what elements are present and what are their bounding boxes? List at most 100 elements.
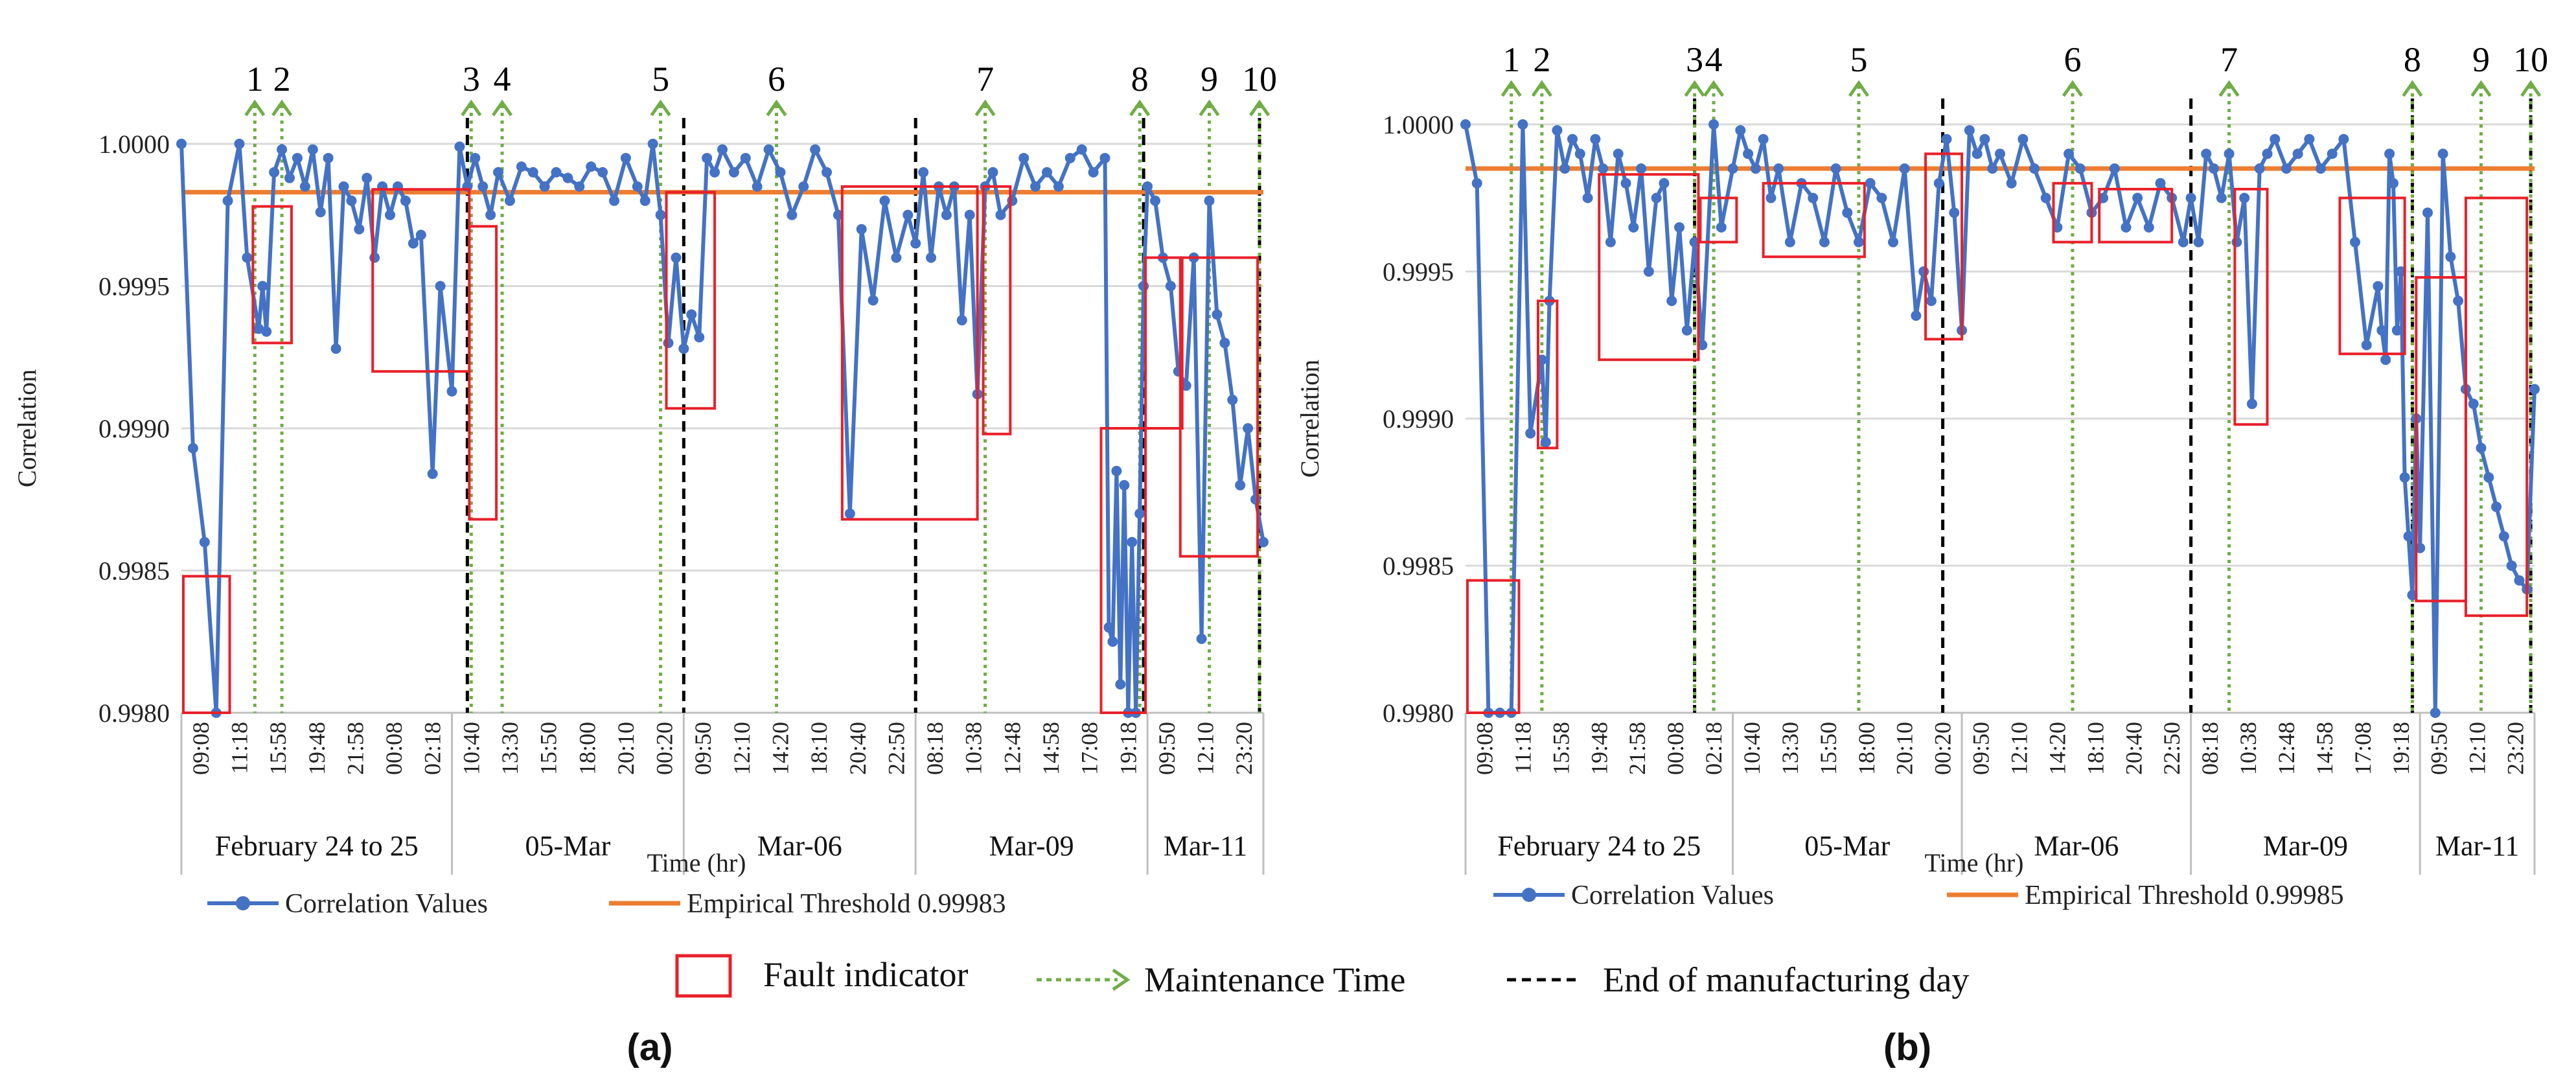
correlation-point — [1235, 479, 1246, 491]
correlation-point — [2380, 354, 2391, 365]
correlation-point — [2437, 148, 2448, 159]
correlation-point — [844, 508, 855, 519]
maintenance-number: 9 — [1201, 60, 1218, 98]
fault-indicator-box — [1536, 299, 1559, 450]
correlation-point — [2262, 148, 2273, 159]
correlation-point — [485, 209, 496, 220]
x-tick-label: 12:48 — [2273, 722, 2299, 775]
maintenance-number: 5 — [1850, 40, 1867, 79]
correlation-point — [1243, 423, 1254, 433]
correlation-point — [1819, 237, 1830, 248]
maintenance-number: 2 — [273, 60, 291, 98]
group-label: February 24 to 25 — [215, 830, 419, 862]
correlation-point — [2246, 399, 2257, 410]
correlation-point — [798, 181, 809, 192]
x-tick-label: 02:18 — [1701, 722, 1727, 775]
correlation-point — [891, 252, 902, 263]
correlation-point — [987, 167, 998, 178]
correlation-point — [2506, 560, 2517, 571]
x-tick-label: 17:08 — [2350, 722, 2376, 775]
correlation-point — [2514, 575, 2525, 586]
correlation-point — [586, 161, 597, 172]
correlation-point — [620, 152, 631, 163]
correlation-point — [1784, 237, 1795, 248]
correlation-point — [1674, 222, 1685, 233]
x-tick-label: 08:18 — [922, 722, 948, 775]
correlation-point — [1605, 237, 1616, 248]
correlation-point — [1111, 465, 1122, 476]
correlation-point — [1212, 309, 1223, 320]
correlation-point — [2216, 192, 2227, 203]
correlation-point — [717, 144, 728, 155]
x-tick-label: 00:20 — [1930, 722, 1956, 775]
fault-indicator-box — [982, 185, 1012, 435]
legend-threshold-label: Empirical Threshold 0.99985 — [2025, 881, 2344, 910]
maintenance-number: 4 — [494, 60, 511, 98]
legend-maintenance-label: Maintenance Time — [1144, 960, 1405, 999]
correlation-point — [1103, 622, 1114, 633]
x-tick-label: 14:58 — [2312, 722, 2338, 775]
correlation-point — [493, 167, 504, 178]
correlation-point — [2143, 222, 2154, 233]
maintenance-arrow-icon — [1112, 968, 1131, 991]
x-tick-label: 14:58 — [1038, 722, 1064, 775]
correlation-point — [1559, 163, 1570, 174]
correlation-point — [1598, 163, 1609, 174]
legend-correlation-label: Correlation Values — [285, 889, 488, 919]
correlation-point — [1972, 148, 1983, 159]
maintenance-number: 8 — [1131, 60, 1149, 98]
correlation-point — [740, 152, 751, 163]
x-tick-label: 12:10 — [1193, 722, 1219, 775]
x-axis-label: Time (hr) — [1925, 848, 2024, 877]
correlation-point — [2231, 237, 2242, 248]
correlation-point — [408, 238, 419, 249]
x-tick-label: 19:48 — [1586, 722, 1612, 775]
y-tick-label: 0.9995 — [1383, 257, 1454, 286]
correlation-point — [2006, 178, 2017, 189]
y-tick-label: 0.9980 — [98, 699, 170, 728]
x-tick-label: 09:50 — [2426, 722, 2452, 775]
correlation-point — [400, 195, 411, 206]
x-tick-label: 08:18 — [2197, 722, 2223, 775]
correlation-point — [539, 181, 550, 192]
maintenance-arrowhead-icon — [2520, 80, 2542, 97]
correlation-point — [1666, 295, 1677, 306]
correlation-point — [2316, 163, 2326, 174]
maintenance-number: 5 — [652, 60, 669, 98]
correlation-point — [787, 209, 798, 220]
correlation-point — [655, 209, 666, 220]
maintenance-arrowhead-icon — [1199, 99, 1220, 117]
maintenance-number: 1 — [1502, 40, 1520, 79]
correlation-point — [956, 315, 967, 326]
correlation-point — [2403, 531, 2414, 542]
correlation-point — [1926, 295, 1937, 306]
maintenance-number: 6 — [768, 60, 785, 98]
correlation-point — [763, 144, 774, 155]
maintenance-number: 4 — [1705, 40, 1723, 79]
correlation-point — [1574, 148, 1585, 159]
correlation-point — [2292, 148, 2303, 159]
maintenance-arrowhead-icon — [1684, 80, 1705, 97]
correlation-point — [2430, 708, 2441, 718]
correlation-point — [2029, 163, 2040, 174]
maintenance-arrowhead-icon — [2218, 80, 2240, 97]
correlation-point — [1007, 195, 1018, 206]
correlation-point — [1636, 163, 1647, 174]
correlation-point — [2391, 325, 2402, 336]
x-tick-label: 15:50 — [536, 722, 562, 775]
correlation-point — [2040, 192, 2051, 203]
maintenance-arrowhead-icon — [1848, 80, 1870, 97]
correlation-point — [1471, 178, 1482, 189]
correlation-point — [903, 209, 914, 220]
correlation-point — [2453, 295, 2464, 306]
x-tick-label: 13:30 — [497, 722, 523, 775]
correlation-point — [1735, 125, 1746, 136]
fault-indicator-box — [1144, 256, 1184, 430]
correlation-point — [1590, 133, 1601, 144]
correlation-point — [362, 172, 373, 183]
legend-correlation-marker — [1522, 888, 1536, 902]
correlation-point — [2327, 148, 2338, 159]
x-tick-label: 10:38 — [961, 722, 987, 775]
correlation-point — [1150, 195, 1160, 206]
maintenance-arrowhead-icon — [461, 99, 482, 117]
